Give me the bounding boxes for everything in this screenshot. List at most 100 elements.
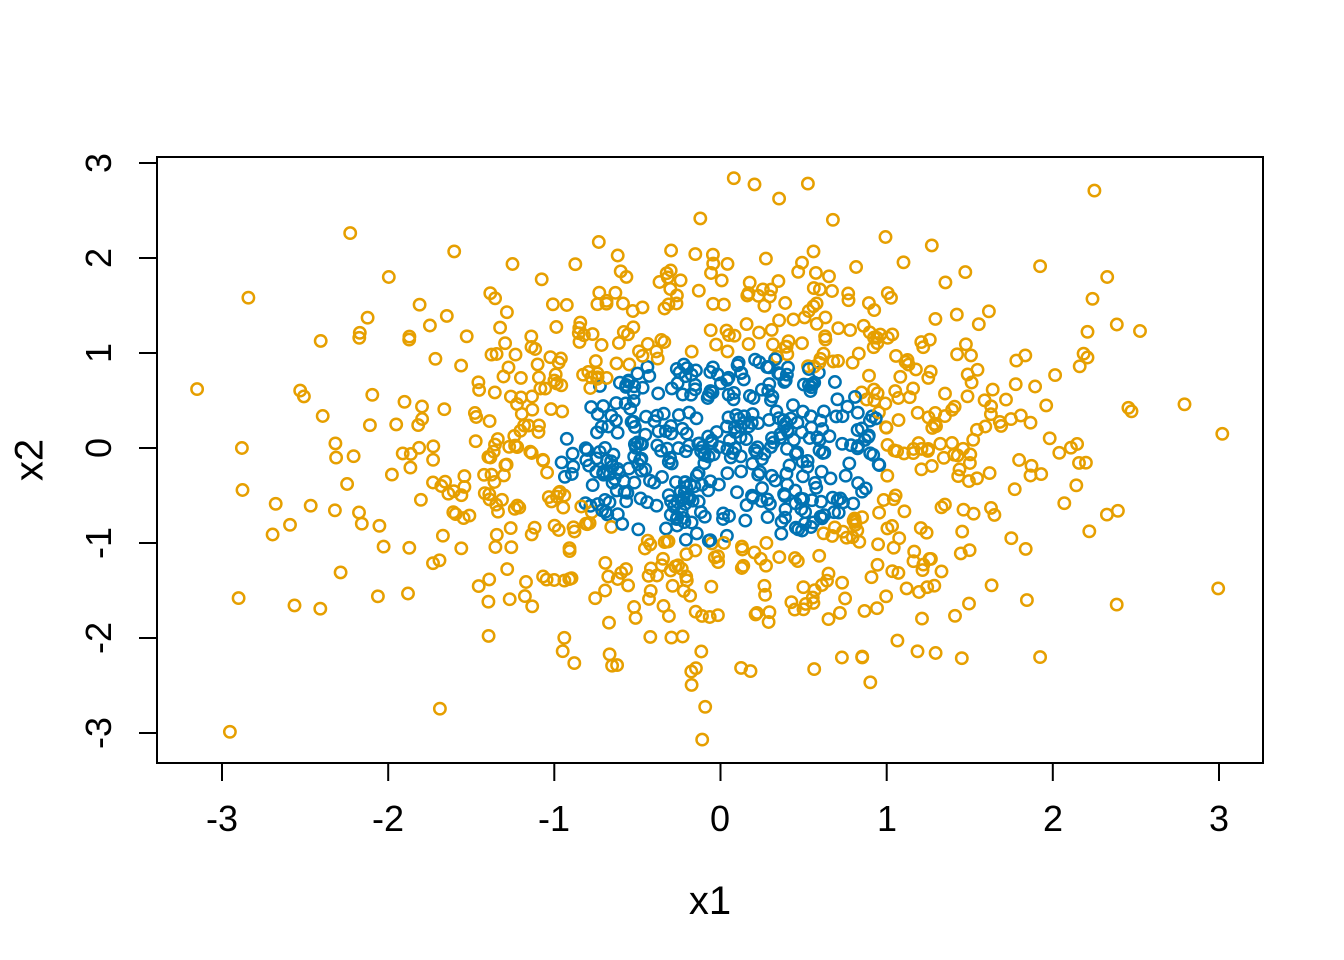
point-outside-unit-circle — [524, 329, 539, 344]
point-outside-unit-circle — [384, 467, 399, 482]
point-outside-unit-circle — [772, 550, 787, 565]
point-inside-unit-circle — [564, 467, 579, 481]
point-outside-unit-circle — [891, 391, 906, 405]
point-outside-unit-circle — [608, 285, 623, 300]
point-inside-unit-circle — [697, 448, 712, 462]
point-outside-unit-circle — [657, 335, 672, 349]
point-inside-unit-circle — [598, 440, 612, 455]
point-outside-unit-circle — [328, 436, 343, 451]
point-inside-unit-circle — [812, 443, 827, 458]
point-inside-unit-circle — [676, 357, 691, 372]
point-outside-unit-circle — [1023, 415, 1038, 430]
point-outside-unit-circle — [448, 507, 463, 522]
point-outside-unit-circle — [555, 644, 570, 659]
point-outside-unit-circle — [426, 556, 440, 571]
point-outside-unit-circle — [952, 462, 967, 477]
point-outside-unit-circle — [544, 402, 558, 417]
point-outside-unit-circle — [960, 367, 975, 382]
point-outside-unit-circle — [879, 420, 893, 435]
point-inside-unit-circle — [596, 399, 611, 414]
point-outside-unit-circle — [637, 541, 652, 556]
point-outside-unit-circle — [1042, 431, 1057, 446]
point-inside-unit-circle — [684, 515, 699, 530]
point-inside-unit-circle — [719, 419, 734, 434]
point-outside-unit-circle — [412, 297, 427, 312]
point-outside-unit-circle — [287, 598, 302, 613]
point-outside-unit-circle — [938, 386, 952, 401]
point-outside-unit-circle — [428, 351, 443, 366]
point-outside-unit-circle — [447, 244, 462, 259]
point-outside-unit-circle — [966, 432, 981, 447]
point-inside-unit-circle — [814, 494, 829, 509]
point-outside-unit-circle — [796, 580, 811, 595]
point-outside-unit-circle — [674, 561, 689, 576]
point-inside-unit-circle — [695, 440, 710, 455]
point-outside-unit-circle — [313, 601, 328, 616]
point-outside-unit-circle — [426, 439, 441, 454]
point-outside-unit-circle — [415, 399, 429, 414]
point-outside-unit-circle — [628, 610, 643, 625]
point-inside-unit-circle — [742, 388, 757, 403]
point-outside-unit-circle — [812, 548, 827, 563]
point-inside-unit-circle — [822, 429, 837, 444]
point-inside-unit-circle — [768, 352, 783, 367]
point-outside-unit-circle — [1004, 412, 1018, 427]
point-outside-unit-circle — [548, 367, 563, 382]
point-outside-unit-circle — [899, 581, 914, 596]
point-outside-unit-circle — [1039, 398, 1054, 413]
point-outside-unit-circle — [656, 551, 670, 566]
point-outside-unit-circle — [483, 286, 498, 301]
point-outside-unit-circle — [953, 546, 968, 561]
point-outside-unit-circle — [502, 439, 517, 454]
point-outside-unit-circle — [1072, 455, 1086, 470]
point-outside-unit-circle — [886, 540, 901, 555]
point-outside-unit-circle — [234, 441, 249, 455]
point-outside-unit-circle — [501, 360, 516, 375]
point-inside-unit-circle — [584, 400, 599, 415]
point-outside-unit-circle — [664, 243, 679, 258]
point-outside-unit-circle — [710, 608, 725, 623]
point-outside-unit-circle — [906, 446, 921, 461]
point-outside-unit-circle — [372, 518, 387, 533]
point-outside-unit-circle — [296, 389, 311, 404]
point-outside-unit-circle — [949, 307, 964, 322]
point-inside-unit-circle — [872, 458, 887, 473]
point-outside-unit-circle — [457, 479, 472, 494]
point-outside-unit-circle — [915, 563, 930, 578]
point-outside-unit-circle — [954, 651, 969, 666]
point-outside-unit-circle — [1033, 259, 1048, 274]
point-outside-unit-circle — [891, 413, 906, 428]
point-inside-unit-circle — [754, 493, 769, 508]
point-outside-unit-circle — [924, 238, 939, 253]
point-outside-unit-circle — [806, 299, 821, 314]
point-inside-unit-circle — [738, 513, 753, 528]
point-outside-unit-circle — [843, 323, 858, 338]
point-outside-unit-circle — [920, 443, 935, 458]
point-outside-unit-circle — [739, 317, 754, 332]
point-inside-unit-circle — [769, 404, 784, 419]
point-inside-unit-circle — [640, 359, 655, 374]
point-outside-unit-circle — [758, 251, 773, 266]
point-outside-unit-circle — [635, 348, 650, 363]
point-inside-unit-circle — [663, 419, 678, 434]
point-outside-unit-circle — [557, 573, 572, 588]
point-outside-unit-circle — [488, 437, 502, 452]
point-inside-unit-circle — [745, 490, 760, 505]
y-tick-label: -3 — [78, 716, 119, 750]
point-outside-unit-circle — [487, 385, 502, 400]
point-outside-unit-circle — [855, 649, 870, 664]
point-inside-unit-circle — [711, 477, 726, 492]
point-outside-unit-circle — [771, 274, 786, 289]
point-inside-unit-circle — [664, 426, 679, 441]
point-inside-unit-circle — [582, 458, 597, 473]
point-outside-unit-circle — [704, 579, 719, 594]
point-outside-unit-circle — [755, 282, 770, 297]
point-outside-unit-circle — [517, 589, 532, 604]
point-outside-unit-circle — [1072, 359, 1087, 374]
point-inside-unit-circle — [801, 362, 816, 376]
point-outside-unit-circle — [352, 330, 367, 345]
point-outside-unit-circle — [660, 534, 675, 549]
point-outside-unit-circle — [598, 555, 613, 570]
point-outside-unit-circle — [863, 675, 878, 690]
